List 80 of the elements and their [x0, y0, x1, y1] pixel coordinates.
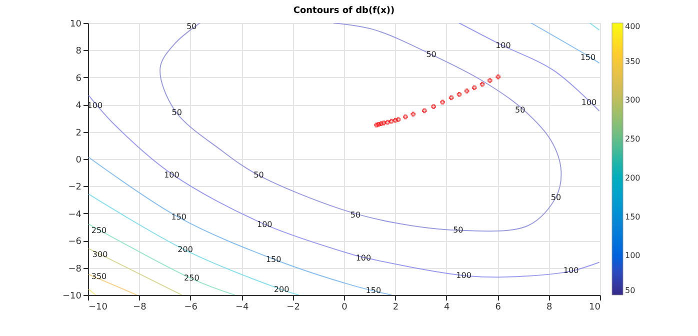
annotation: 100 — [496, 41, 511, 50]
x-tick-label: −4 — [235, 302, 249, 312]
point — [388, 118, 394, 124]
point — [403, 114, 408, 120]
annotation: 100 — [563, 266, 579, 276]
y-tick-label: −8 — [68, 264, 82, 274]
x-tick-label: −10 — [88, 302, 108, 312]
annotation: 50 — [426, 50, 436, 59]
point — [488, 78, 492, 83]
x-tick-label: −8 — [133, 302, 147, 312]
line-series — [88, 194, 300, 295]
annotation: 100 — [356, 253, 372, 262]
point — [396, 117, 401, 122]
y-tick-label: 0 — [76, 156, 82, 166]
annotation: 250 — [184, 274, 200, 283]
y-tick-label: 2 — [76, 128, 82, 138]
annotation: 150 — [266, 255, 282, 264]
point — [385, 120, 390, 125]
point — [422, 108, 427, 114]
point — [374, 122, 379, 128]
line-series — [160, 23, 562, 232]
x-tick-label: 8 — [546, 302, 552, 312]
point — [456, 92, 462, 97]
annotation: 50 — [350, 210, 361, 220]
line-series — [458, 23, 600, 112]
line-series — [88, 157, 392, 295]
y-tick-label: 8 — [76, 46, 82, 57]
annotation: 100 — [456, 270, 472, 280]
x-tick-label: −6 — [184, 302, 198, 312]
point — [496, 74, 500, 80]
annotation: 200 — [178, 245, 193, 254]
x-tick-label: −2 — [286, 302, 300, 312]
point — [378, 121, 384, 126]
color-bar-label: 150 — [625, 212, 640, 222]
annotation: 150 — [366, 286, 382, 295]
chart-title: Contours of db(f(x)) — [293, 6, 395, 16]
point — [410, 112, 416, 116]
x-tick-label: 6 — [495, 302, 502, 312]
x-tick-label: 0 — [342, 302, 348, 312]
color-bar-label: 250 — [625, 134, 640, 144]
annotation: 50 — [515, 106, 526, 115]
point — [431, 104, 436, 110]
y-tick-label: 4 — [76, 101, 82, 112]
y-tick-label: −4 — [68, 210, 82, 220]
annotation: 150 — [580, 52, 596, 62]
y-tick-label: −2 — [68, 182, 82, 193]
point — [464, 88, 470, 94]
color-bar-label: 200 — [625, 173, 640, 182]
x-tick-label: 4 — [444, 302, 450, 312]
y-tick-label: 6 — [76, 74, 82, 84]
color-bar-label: 350 — [625, 56, 640, 66]
point — [448, 95, 454, 100]
point — [440, 100, 445, 105]
point — [376, 122, 381, 127]
point — [392, 118, 398, 123]
annotation: 350 — [91, 272, 107, 282]
annotation: 50 — [254, 170, 264, 180]
annotation: 100 — [257, 220, 272, 229]
annotation: 200 — [274, 284, 290, 294]
y-tick-label: −6 — [68, 237, 82, 248]
point — [480, 82, 485, 87]
annotation: 150 — [171, 212, 187, 222]
color-bar-label: 400 — [625, 22, 640, 31]
point — [381, 120, 386, 126]
point — [472, 85, 477, 90]
x-tick-label: 2 — [392, 302, 399, 312]
color-bar-label: 300 — [625, 96, 640, 105]
y-tick-label: −10 — [62, 292, 82, 302]
annotation: 100 — [581, 98, 597, 108]
annotation: 50 — [550, 192, 562, 202]
annotation: 250 — [91, 226, 107, 236]
y-tick-label: 10 — [70, 20, 82, 30]
annotation: 100 — [164, 170, 180, 180]
annotation: 50 — [186, 22, 197, 32]
annotation: 50 — [453, 225, 464, 234]
color-bar-label: 100 — [625, 251, 640, 260]
color-bar-label: 50 — [625, 286, 636, 295]
annotation: 50 — [172, 108, 182, 117]
annotation: 300 — [92, 250, 108, 260]
x-tick-label: 10 — [589, 302, 601, 312]
